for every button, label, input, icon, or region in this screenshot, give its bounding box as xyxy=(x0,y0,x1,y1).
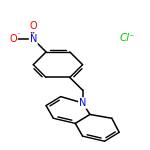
Text: Cl⁻: Cl⁻ xyxy=(119,33,135,43)
Text: O: O xyxy=(9,34,17,44)
Text: ⁻: ⁻ xyxy=(16,33,20,39)
Text: N: N xyxy=(79,98,86,108)
Text: O: O xyxy=(29,21,37,31)
Text: N: N xyxy=(30,34,37,44)
